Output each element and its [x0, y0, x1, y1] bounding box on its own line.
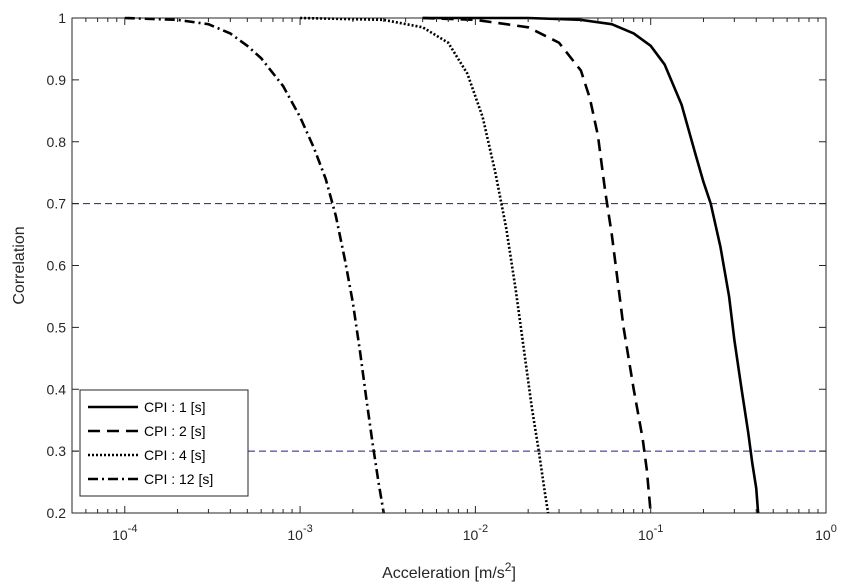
x-tick-label-1: 10-3: [287, 523, 312, 543]
y-tick-label-0: 0.2: [47, 505, 67, 521]
x-tick-base: 10: [815, 527, 831, 543]
series-line-3: [124, 16, 386, 514]
series-layer: [124, 16, 760, 514]
legend-label-2: CPI : 4 [s]: [144, 447, 205, 463]
x-tick-base: 10: [112, 527, 128, 543]
y-tick-label-7: 0.9: [47, 72, 67, 88]
y-tick-label-8: 1: [58, 10, 66, 26]
x-tick-label-2: 10-2: [463, 523, 488, 543]
series-line-1: [422, 16, 652, 514]
legend-label-3: CPI : 12 [s]: [144, 471, 213, 487]
y-tick-label-2: 0.4: [47, 381, 67, 397]
y-tick-label-4: 0.6: [47, 258, 67, 274]
series-line-2: [300, 16, 550, 514]
x-tick-base: 10: [638, 527, 654, 543]
x-tick-exponent: -2: [478, 523, 488, 535]
x-tick-exponent: 0: [831, 523, 837, 535]
x-tick-exponent: -1: [654, 523, 664, 535]
x-tick-label-4: 100: [815, 523, 837, 543]
legend-label-1: CPI : 2 [s]: [144, 423, 205, 439]
series-line-0: [422, 16, 760, 514]
x-tick-label-3: 10-1: [638, 523, 663, 543]
y-tick-label-1: 0.3: [47, 443, 67, 459]
x-axis-label-sup: 2: [505, 560, 512, 574]
legend-label-0: CPI : 1 [s]: [144, 399, 205, 415]
y-tick-label-6: 0.8: [47, 134, 67, 150]
x-tick-exponent: -4: [128, 523, 138, 535]
x-tick-base: 10: [463, 527, 479, 543]
x-tick-label-0: 10-4: [112, 523, 137, 543]
y-tick-label-3: 0.5: [47, 319, 67, 335]
x-axis-label: Acceleration [m/s2]: [382, 560, 516, 582]
x-tick-base: 10: [287, 527, 303, 543]
y-axis-label: Correlation: [11, 226, 28, 304]
y-tick-label-5: 0.7: [47, 196, 67, 212]
x-axis-label-main: Acceleration [m/s: [382, 565, 505, 582]
legend: CPI : 1 [s] CPI : 2 [s] CPI : 4 [s] CPI : 1…: [79, 389, 249, 497]
x-tick-exponent: -3: [303, 523, 313, 535]
x-axis-label-end: ]: [511, 565, 515, 582]
